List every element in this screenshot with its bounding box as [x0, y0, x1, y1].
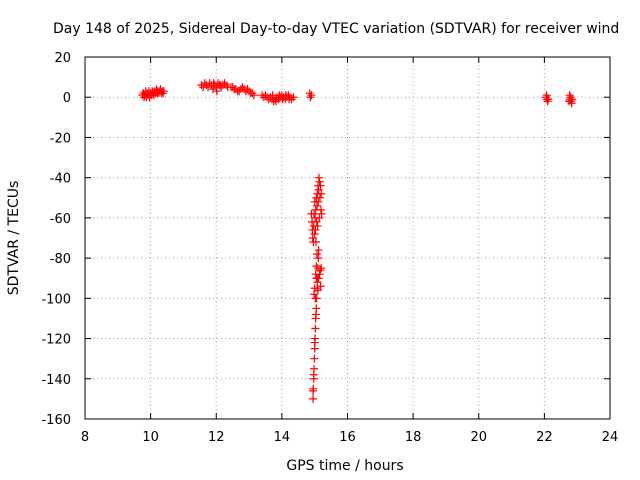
data-point: [249, 91, 258, 100]
data-point: [313, 274, 322, 283]
data-point: [316, 181, 325, 190]
x-tick-label: 10: [142, 430, 159, 445]
data-point: [149, 91, 158, 100]
data-point: [310, 229, 319, 238]
data-point: [159, 87, 168, 96]
data-point: [245, 87, 254, 96]
data-point: [145, 93, 154, 102]
data-point: [313, 264, 322, 273]
data-point: [306, 93, 315, 102]
data-point: [568, 95, 577, 104]
data-point: [313, 284, 322, 293]
data-point: [228, 83, 237, 92]
y-tick-label: 20: [54, 51, 71, 66]
data-point: [310, 209, 319, 218]
data-points: [138, 79, 577, 403]
data-point: [543, 97, 552, 106]
data-point: [312, 262, 321, 271]
data-point: [312, 294, 321, 303]
data-point: [565, 91, 574, 100]
data-point: [316, 282, 325, 291]
data-point: [312, 238, 320, 247]
data-point: [238, 83, 247, 92]
data-point: [310, 354, 319, 363]
data-point: [312, 201, 321, 210]
x-tick-label: 22: [536, 430, 553, 445]
data-point: [316, 205, 325, 214]
y-tick-label: -140: [41, 373, 71, 388]
data-point: [315, 177, 324, 186]
data-point: [314, 197, 323, 206]
grid-lines: [85, 57, 610, 419]
data-point: [544, 95, 553, 104]
data-point: [281, 91, 290, 100]
y-axis-label: SDTVAR / TECUs: [6, 181, 22, 296]
data-point: [212, 87, 221, 96]
x-tick-label: 14: [274, 430, 291, 445]
data-point: [271, 97, 280, 106]
y-tick-label: -20: [50, 131, 71, 146]
data-point: [312, 217, 321, 226]
data-point: [311, 324, 320, 333]
x-tick-label: 16: [339, 430, 356, 445]
data-point: [313, 286, 322, 295]
data-point: [305, 89, 314, 98]
data-point: [208, 85, 217, 94]
y-tick-label: -40: [50, 172, 71, 187]
data-point: [566, 93, 575, 102]
data-point: [209, 79, 218, 88]
data-point: [567, 99, 576, 108]
x-axis-label: GPS time / hours: [286, 458, 403, 474]
data-point: [311, 225, 320, 234]
data-point: [312, 250, 321, 259]
x-tick-label: 8: [81, 430, 89, 445]
y-tick-label: -120: [41, 333, 71, 348]
data-point: [310, 290, 319, 299]
data-point: [309, 386, 318, 395]
data-point: [261, 91, 270, 100]
y-tick-label: -80: [50, 252, 71, 267]
data-point: [220, 79, 229, 88]
x-tick-label: 20: [470, 430, 487, 445]
data-point: [156, 85, 165, 94]
data-point: [317, 209, 326, 218]
data-point: [289, 93, 298, 102]
data-point: [309, 370, 318, 379]
x-tick-label: 18: [405, 430, 422, 445]
data-point: [308, 234, 317, 242]
data-point: [204, 83, 213, 92]
y-tick-label: -160: [41, 413, 71, 428]
data-point: [309, 394, 318, 403]
data-point: [315, 193, 324, 202]
data-point: [314, 173, 323, 182]
chart-title: Day 148 of 2025, Sidereal Day-to-day VTE…: [53, 21, 619, 37]
data-point: [314, 246, 323, 255]
data-point: [542, 91, 551, 100]
data-point: [243, 85, 252, 94]
y-tick-label: -60: [50, 212, 71, 227]
y-tick-label: -100: [41, 292, 71, 307]
data-point: [310, 338, 319, 347]
data-point: [216, 81, 225, 90]
x-tick-label: 24: [602, 430, 619, 445]
data-point: [314, 254, 323, 263]
data-point: [159, 89, 168, 98]
data-point: [317, 189, 326, 198]
axis-ticks: 8 10 12 14 16 18 20 22 24 20 0 -20 -40 -60 -80 -100 -120…: [41, 51, 618, 445]
data-point: [312, 310, 320, 319]
data-point: [285, 95, 294, 104]
data-point: [313, 221, 322, 230]
data-point: [248, 89, 257, 98]
y-tick-label: 0: [63, 91, 71, 106]
x-tick-label: 12: [208, 430, 225, 445]
data-point: [314, 185, 323, 194]
data-point: [307, 91, 316, 100]
data-point: [315, 213, 324, 222]
data-point: [311, 270, 320, 279]
